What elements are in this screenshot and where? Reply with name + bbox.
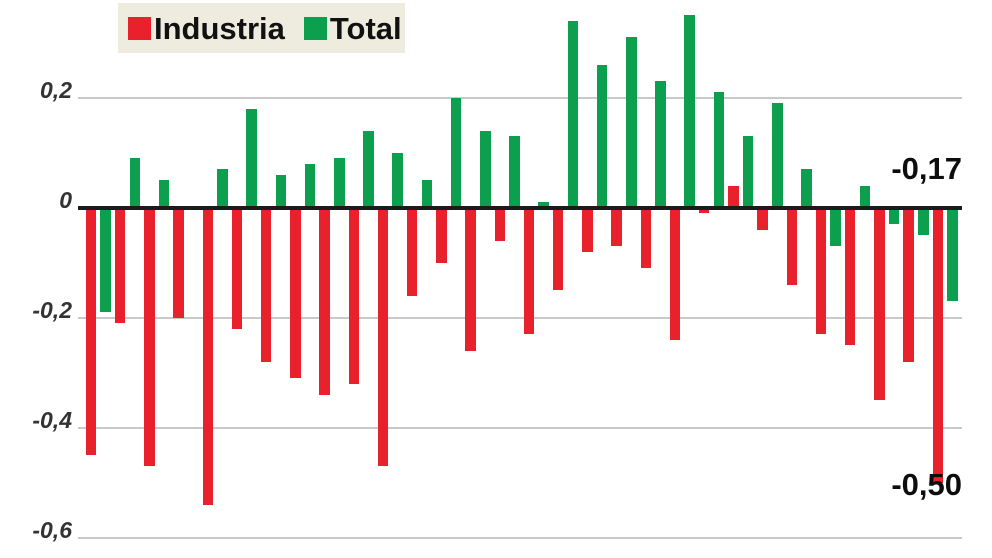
- gridline--0,2: [78, 316, 962, 319]
- bar-total-3: [158, 180, 170, 208]
- bar-total-11: [392, 152, 403, 208]
- bar-industria-14: [465, 207, 476, 351]
- bar-industria-18: [582, 207, 593, 252]
- bar-total-18: [596, 64, 608, 208]
- bar-industria-5: [202, 207, 214, 505]
- bar-total-28: [888, 207, 900, 225]
- bar-total-5: [217, 169, 228, 208]
- bar-industria-20: [640, 207, 652, 269]
- bar-industria-4: [173, 207, 184, 318]
- bar-total-16: [538, 202, 549, 208]
- bar-total-29: [918, 207, 929, 236]
- bar-industria-17: [552, 207, 564, 291]
- bar-industria-1: [85, 207, 97, 456]
- bar-total-2: [129, 158, 141, 208]
- bar-total-27: [859, 185, 871, 208]
- bar-total-7: [275, 174, 287, 208]
- bar-industria-22: [698, 207, 710, 214]
- bar-industria-8: [290, 207, 301, 379]
- bar-industria-19: [611, 207, 622, 247]
- bar-total-25: [801, 169, 812, 208]
- bar-industria-24: [757, 207, 768, 230]
- bar-total-13: [450, 97, 462, 208]
- bar-industria-10: [348, 207, 360, 384]
- bar-industria-27: [844, 207, 856, 346]
- bar-total-9: [334, 158, 345, 208]
- gridline--0,6: [78, 536, 962, 539]
- bar-total-24: [772, 103, 783, 208]
- bar-total-30: [947, 207, 958, 302]
- annotation-industria-last-value: -0,50: [891, 467, 962, 502]
- industria-swatch-icon: [128, 16, 151, 40]
- bar-total-19: [626, 37, 637, 208]
- gridline-0,2: [78, 96, 962, 99]
- bar-industria-9: [319, 207, 330, 395]
- legend-label-industria: Industria: [154, 10, 285, 46]
- bar-industria-25: [786, 207, 798, 285]
- bar-total-20: [655, 81, 666, 208]
- bar-industria-13: [436, 207, 447, 263]
- bar-industria-26: [815, 207, 827, 335]
- annotation-total-last-value: -0,17: [891, 151, 962, 186]
- zero-axis-line: [78, 205, 962, 210]
- bar-industria-2: [114, 207, 126, 324]
- gridline--0,4: [78, 426, 962, 429]
- bar-total-1: [100, 207, 111, 313]
- bar-total-14: [480, 130, 491, 208]
- bar-total-8: [304, 163, 316, 208]
- y-tick-label--0,4: -0,4: [32, 406, 72, 433]
- y-tick-label--0,2: -0,2: [32, 296, 72, 323]
- bar-industria-23: [728, 185, 739, 208]
- legend-label-total: Total: [329, 10, 402, 46]
- bar-total-17: [567, 20, 579, 208]
- y-tick-label-0,2: 0,2: [40, 76, 72, 103]
- bar-total-23: [742, 136, 754, 208]
- bar-total-6: [246, 108, 257, 208]
- bar-industria-12: [406, 207, 418, 296]
- legend: Industria Total: [118, 3, 405, 53]
- bar-industria-30: [932, 207, 944, 483]
- bar-industria-15: [494, 207, 506, 241]
- y-tick-label-0: 0: [59, 186, 72, 213]
- bar-industria-28: [874, 207, 885, 401]
- total-swatch-icon: [303, 16, 327, 40]
- bar-industria-29: [903, 207, 914, 362]
- bar-industria-21: [669, 207, 681, 340]
- bar-industria-16: [523, 207, 535, 335]
- bar-total-21: [684, 15, 695, 208]
- bar-total-15: [509, 136, 520, 208]
- bar-industria-3: [144, 207, 155, 467]
- y-tick-label--0,6: -0,6: [32, 516, 72, 543]
- bar-industria-7: [260, 207, 272, 362]
- bar-total-12: [421, 180, 433, 208]
- bar-total-22: [713, 92, 725, 208]
- bar-industria-6: [231, 207, 243, 329]
- bar-total-10: [363, 130, 374, 208]
- bar-industria-11: [377, 207, 389, 467]
- bar-total-26: [830, 207, 841, 247]
